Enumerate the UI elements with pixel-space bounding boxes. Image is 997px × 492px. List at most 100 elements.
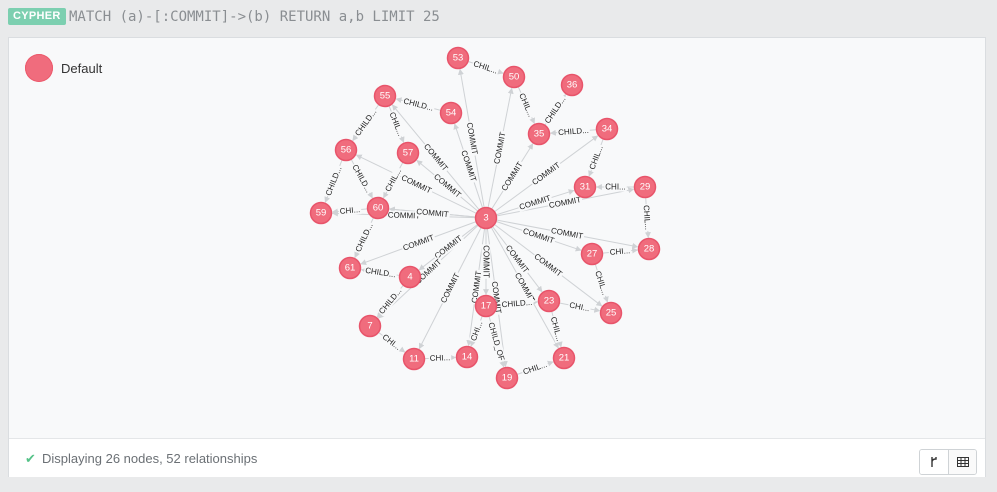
node-circle[interactable]: [358, 314, 382, 338]
relationship-label: COMMIT: [470, 270, 483, 303]
relationship-label: CHIL...: [472, 59, 498, 76]
relationship-label: CHILD...: [353, 108, 378, 138]
node-circle[interactable]: [338, 256, 362, 280]
graph-node[interactable]: 21: [552, 346, 576, 370]
node-circle[interactable]: [373, 84, 397, 108]
node-label: 3: [483, 213, 488, 224]
relationship-label: CHI...: [381, 332, 403, 351]
node-circle[interactable]: [633, 175, 657, 199]
table-view-button[interactable]: [948, 450, 976, 474]
node-label: 60: [373, 203, 384, 214]
node-label: 61: [345, 263, 356, 274]
relationship-label: CHIL...: [387, 111, 405, 137]
graph-node[interactable]: 36: [560, 73, 584, 97]
node-label: 36: [567, 80, 578, 91]
node-label: 29: [640, 182, 651, 193]
relationship-label: COMMIT: [500, 160, 525, 192]
relationship-label: COMMIT: [530, 160, 562, 187]
relationship-label: COMMIT: [433, 234, 464, 261]
graph-node[interactable]: 59: [309, 201, 333, 225]
graph-node[interactable]: 50: [502, 65, 526, 89]
node-circle[interactable]: [334, 138, 358, 162]
node-label: 25: [606, 308, 617, 319]
node-circle[interactable]: [560, 73, 584, 97]
graph-node[interactable]: 56: [334, 138, 358, 162]
relationship-label: COMMIT: [504, 243, 531, 274]
node-circle[interactable]: [537, 289, 561, 313]
relationship-label: CHILD...: [365, 266, 397, 279]
graph-node[interactable]: 28: [637, 237, 661, 261]
relationship-label: CHI...: [605, 183, 625, 192]
node-circle[interactable]: [455, 345, 479, 369]
node-label: 35: [534, 129, 545, 140]
node-circle[interactable]: [573, 175, 597, 199]
node-label: 11: [409, 354, 419, 365]
relationship-label: CHILD...: [403, 96, 435, 112]
node-label: 17: [481, 301, 492, 312]
graph-node[interactable]: 55: [373, 84, 397, 108]
node-circle[interactable]: [309, 201, 333, 225]
node-label: 7: [367, 321, 372, 332]
node-circle[interactable]: [637, 237, 661, 261]
relationship-label: CHIL...: [588, 144, 605, 170]
graph-area[interactable]: Default COMMIT COMMIT COMMIT COMMIT COMMIT CO…: [9, 38, 985, 438]
relationship-label: COMMIT: [416, 207, 449, 219]
graph-node[interactable]: 23: [537, 289, 561, 313]
graph-node[interactable]: 60: [366, 196, 390, 220]
node-label: 27: [587, 249, 598, 260]
relationship-label: CHILD...: [501, 298, 532, 309]
graph-view-button[interactable]: [920, 450, 948, 474]
relationship-label: COMMIT: [402, 233, 436, 253]
node-label: 14: [462, 352, 473, 363]
node-circle[interactable]: [502, 65, 526, 89]
node-circle[interactable]: [439, 101, 463, 125]
node-circle[interactable]: [495, 366, 519, 390]
graph-node[interactable]: 53: [446, 46, 470, 70]
node-label: 34: [602, 124, 613, 135]
graph-node[interactable]: 31: [573, 175, 597, 199]
node-circle[interactable]: [474, 206, 498, 230]
graph-node[interactable]: 54: [439, 101, 463, 125]
graph-node[interactable]: 57: [396, 141, 420, 165]
node-circle[interactable]: [580, 242, 604, 266]
graph-node[interactable]: 4: [398, 265, 422, 289]
graph-node[interactable]: 61: [338, 256, 362, 280]
graph-node[interactable]: 29: [633, 175, 657, 199]
relationship-label: CHI...: [569, 301, 591, 314]
node-label: 59: [316, 208, 327, 219]
relationship-label: CHILD...: [377, 286, 403, 315]
node-circle[interactable]: [402, 347, 426, 371]
node-circle[interactable]: [396, 141, 420, 165]
graph-node[interactable]: 11: [402, 347, 426, 371]
view-toggle: [919, 449, 977, 475]
query-bar: CYPHER MATCH (a)-[:COMMIT]->(b) RETURN a…: [0, 0, 997, 36]
graph-node[interactable]: 25: [599, 301, 623, 325]
node-circle[interactable]: [366, 196, 390, 220]
graph-view-icon: [931, 457, 937, 467]
query-text[interactable]: MATCH (a)-[:COMMIT]->(b) RETURN a,b LIMI…: [69, 9, 440, 25]
graph-node[interactable]: 7: [358, 314, 382, 338]
legend-color-dot[interactable]: [25, 54, 53, 82]
table-view-icon: [956, 457, 969, 467]
graph-node[interactable]: 27: [580, 242, 604, 266]
node-label: 55: [380, 91, 391, 102]
node-circle[interactable]: [552, 346, 576, 370]
relationship-label: CHILD_OF: [487, 321, 507, 362]
node-label: 23: [544, 296, 555, 307]
graph-node[interactable]: 3: [474, 206, 498, 230]
node-circle[interactable]: [527, 122, 551, 146]
node-circle[interactable]: [398, 265, 422, 289]
node-circle[interactable]: [474, 294, 498, 318]
graph-node[interactable]: 19: [495, 366, 519, 390]
graph-node[interactable]: 17: [474, 294, 498, 318]
relationship-label: CHIL...: [642, 205, 653, 230]
node-circle[interactable]: [595, 117, 619, 141]
graph-node[interactable]: 35: [527, 122, 551, 146]
graph-node[interactable]: 14: [455, 345, 479, 369]
node-circle[interactable]: [599, 301, 623, 325]
node-label: 54: [446, 108, 457, 119]
relationship-label: COMMIT: [388, 211, 421, 221]
node-circle[interactable]: [446, 46, 470, 70]
graph-node[interactable]: 34: [595, 117, 619, 141]
